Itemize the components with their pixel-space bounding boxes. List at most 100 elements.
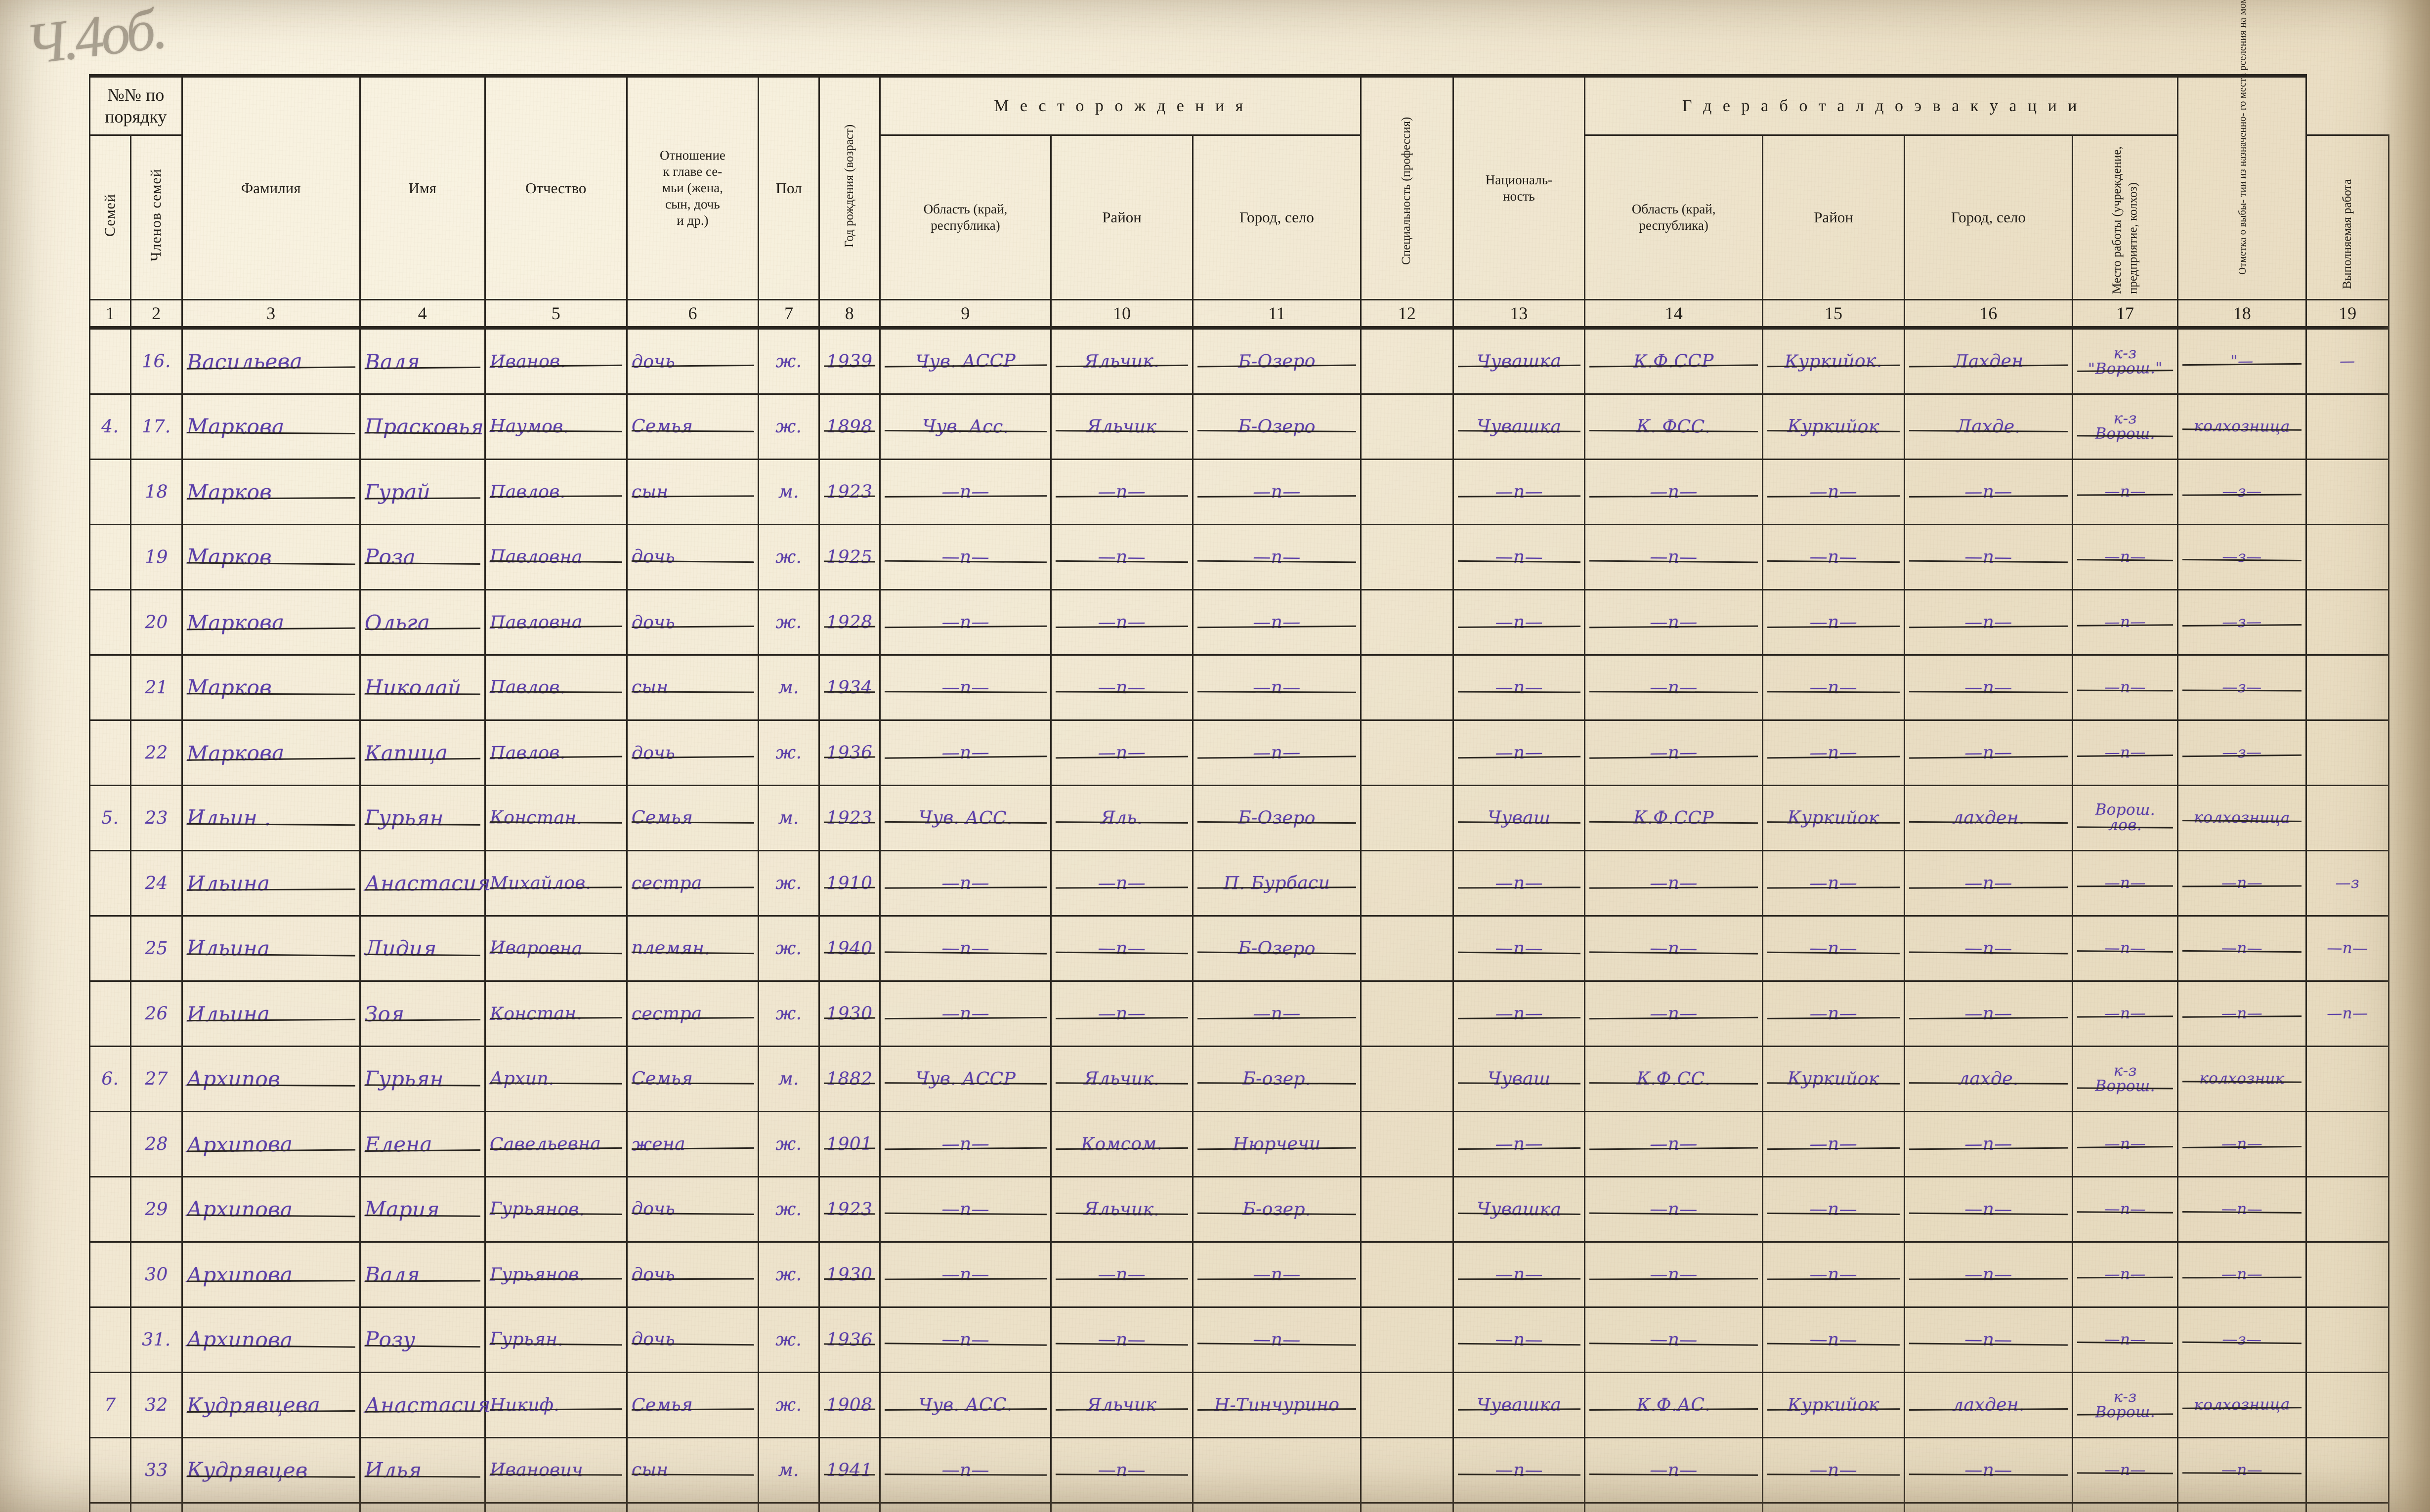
cell-nationality-text: —п— — [1453, 546, 1584, 568]
header-label-family-members: Членов семей — [147, 168, 164, 261]
cell-surname: Архипова — [181, 1241, 361, 1308]
cell-first-name-text: Елена — [360, 1132, 484, 1157]
cell-relation-text: дочь — [627, 1329, 758, 1350]
cell-work-place: —п— — [2071, 588, 2179, 656]
cell-birth-region-text: Чув. АСС. — [880, 1394, 1050, 1416]
cell-work-town-text: Лахде. — [1905, 416, 2072, 437]
cell-member-no-text: 21 — [144, 677, 168, 698]
cell-work-region-text: —п— — [1585, 1460, 1762, 1481]
cell-relation: дочь — [626, 719, 760, 786]
cell-birth-town-text: —п— — [1194, 611, 1360, 633]
cell-work-region-text: К. ФСС. — [1585, 416, 1762, 437]
cell-patronymic-text: Павловна — [486, 612, 626, 633]
cell-surname-text: Архипова — [182, 1131, 359, 1157]
cell-birth-region: —п— — [879, 1241, 1052, 1308]
cell-member-no: 32 — [129, 1371, 183, 1438]
cell-first-name: Елена — [359, 1110, 486, 1177]
cell-birth-region-text: —п— — [881, 1264, 1051, 1285]
cell-birth-year: 1930 — [818, 1241, 881, 1308]
cell-nationality-text: Чувашка — [1453, 1199, 1584, 1220]
cell-birth-town-text: Б-озер. — [1194, 1068, 1360, 1090]
cell-birth-town: Б-Озеро — [1192, 393, 1362, 460]
cell-sex-text: ж. — [775, 1134, 802, 1154]
cell-work-district-text: —п— — [1763, 612, 1904, 633]
cell-first-name: Валя — [359, 1241, 486, 1308]
cell-work-performed: —з— — [2177, 458, 2307, 525]
cell-birth-year: 1934 — [818, 654, 881, 721]
colnum-8: 8 — [818, 298, 881, 330]
cell-birth-district: —п— — [1050, 458, 1194, 525]
cell-work-district: Куркийок — [1762, 784, 1905, 851]
cell-birth-year: 1930 — [818, 980, 881, 1047]
cell-birth-region-text: —п— — [880, 611, 1050, 633]
header-order-numbers-group: №№ по порядку — [89, 74, 183, 135]
table-row: 31. Архипова Розу Гурьян. дочь ж. 1936 —п— —п— —п… — [89, 1306, 2389, 1373]
cell-work-place-text: к-з Ворош. — [2073, 1388, 2177, 1422]
cell-departure-note — [2305, 588, 2389, 656]
cell-work-region: —п— — [1584, 654, 1764, 721]
cell-first-name: Анастасия — [359, 849, 491, 917]
cell-work-region: —п— — [1584, 1241, 1764, 1308]
cell-work-town-text: —п— — [1905, 1198, 2072, 1220]
cell-first-name-text: Валя — [361, 1262, 484, 1287]
cell-work-place-text: к-з Ворош. — [2073, 1062, 2177, 1095]
cell-member-no: 31. — [129, 1306, 183, 1373]
cell-sex-text: м. — [778, 1460, 800, 1480]
cell-member-no-text: 24 — [144, 873, 168, 893]
cell-specialty — [1360, 1371, 1454, 1438]
colnum-18: 18 — [2177, 298, 2307, 330]
cell-work-performed-text: —з— — [2178, 613, 2305, 631]
cell-sex-text: ж. — [775, 612, 802, 632]
cell-relation-text: сестра — [627, 1003, 758, 1024]
cell-departure-note — [2305, 1371, 2389, 1438]
cell-work-region: К.Ф.СС. — [1584, 1045, 1764, 1112]
registry-rows-body: 16. Васильева Валя Иванов. дочь ж. 1939 Чув. АС… — [89, 327, 2389, 1512]
cell-patronymic: Аристаровна — [484, 1502, 628, 1512]
cell-work-region: —п— — [1584, 849, 1764, 917]
cell-work-region: —п— — [1584, 458, 1764, 525]
header-col-nationality: Националь- ность — [1452, 74, 1586, 300]
cell-relation-text: дочь — [627, 350, 758, 372]
cell-work-district: Куркийок — [1762, 1371, 1905, 1438]
cell-birth-region: —п— — [879, 719, 1052, 786]
colnum-3: 3 — [181, 298, 361, 330]
cell-birth-district-text: —п— — [1052, 677, 1192, 698]
cell-first-name-text: Анастасия — [361, 871, 491, 895]
cell-member-no: 20 — [129, 588, 183, 656]
colnum-14: 14 — [1584, 298, 1764, 330]
colnum-19: 19 — [2305, 298, 2389, 330]
cell-nationality-text: —п— — [1453, 1264, 1584, 1285]
cell-birth-town: Б-озер. — [1192, 1176, 1362, 1243]
cell-sex-text: ж. — [775, 546, 802, 567]
cell-birth-region: —п— — [879, 980, 1052, 1047]
cell-birth-town: Б-Озеро — [1192, 327, 1362, 395]
cell-family-no — [89, 588, 131, 656]
header-label-surname: Фамилия — [241, 179, 301, 197]
cell-birth-region-text: —п— — [880, 937, 1050, 959]
cell-specialty — [1360, 523, 1454, 590]
cell-specialty — [1360, 849, 1454, 917]
cell-work-region: К.Ф.ССР — [1584, 327, 1764, 395]
cell-birth-year-text: 1928 — [820, 612, 879, 632]
cell-surname: Ильина — [181, 915, 361, 982]
cell-birth-town: Б-озер. — [1192, 1045, 1362, 1112]
cell-first-name-text: Розу — [360, 1327, 484, 1352]
cell-specialty — [1360, 588, 1454, 656]
cell-birth-town: Б-Озеро — [1192, 784, 1362, 851]
cell-work-district: —п— — [1762, 654, 1905, 721]
cell-relation: Семья — [626, 784, 760, 851]
table-row: 22 Маркова Капица Павлов. дочь ж. 1936 —п— —п— —п… — [89, 719, 2389, 786]
cell-nationality-text: Чуваш — [1453, 807, 1584, 829]
cell-birth-region-text: —п— — [880, 742, 1050, 764]
table-row: 29 Архипова Мария Гурьянов. дочь ж. 1923 —п— Яль… — [89, 1176, 2389, 1243]
cell-sex-text: ж. — [775, 938, 802, 959]
cell-member-no: 23 — [129, 784, 183, 851]
colnum-2: 2 — [129, 298, 183, 330]
cell-work-place: —п— — [2071, 458, 2179, 525]
header-group-row: №№ по порядку Фамилия Имя Отчество Отноше… — [89, 0, 2389, 300]
cell-sex-text: м. — [778, 677, 800, 698]
cell-work-region-text: —п— — [1585, 1329, 1762, 1351]
cell-surname-text: Ильин . — [182, 805, 359, 830]
cell-surname: Маркова — [181, 719, 361, 786]
table-row: 28 Архипова Елена Савельевна жена ж. 1901 —п— Ко… — [89, 1110, 2389, 1177]
